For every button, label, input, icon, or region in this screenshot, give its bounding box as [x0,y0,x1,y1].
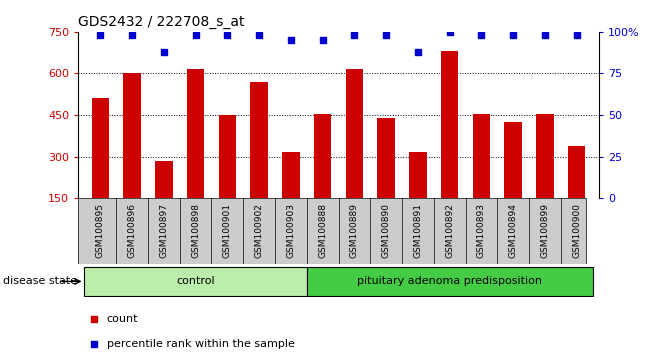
Point [508,32,518,38]
Bar [441,51,458,240]
Point [475,11,486,17]
Text: GDS2432 / 222708_s_at: GDS2432 / 222708_s_at [78,16,245,29]
Text: GSM100891: GSM100891 [413,204,422,258]
Bar [92,98,109,240]
Text: GSM100890: GSM100890 [381,204,391,258]
Text: GSM100895: GSM100895 [96,204,105,258]
Text: GSM100900: GSM100900 [572,204,581,258]
Bar [155,161,173,240]
Point [540,32,550,38]
Bar [251,82,268,240]
Text: percentile rank within the sample: percentile rank within the sample [107,339,295,349]
Text: control: control [176,276,215,286]
Text: GSM100894: GSM100894 [508,204,518,258]
Point [318,37,328,43]
Point [381,32,391,38]
Text: GSM100901: GSM100901 [223,204,232,258]
Point [475,236,486,242]
Bar [85,267,307,296]
Bar [314,114,331,240]
Point [349,32,359,38]
Bar [282,153,299,240]
Point [254,32,264,38]
Text: GSM100892: GSM100892 [445,204,454,258]
Text: pituitary adenoma predisposition: pituitary adenoma predisposition [357,276,542,286]
Text: GSM100893: GSM100893 [477,204,486,258]
Bar [505,122,522,240]
Point [445,29,455,35]
Point [413,49,423,55]
Text: GSM100903: GSM100903 [286,204,296,258]
Bar [346,69,363,240]
Text: GSM100899: GSM100899 [540,204,549,258]
Point [286,37,296,43]
Bar [536,114,553,240]
Bar [473,114,490,240]
Point [572,32,582,38]
Bar [124,74,141,240]
Bar [409,153,426,240]
Bar [307,267,592,296]
Text: count: count [107,314,138,324]
Bar [568,145,585,240]
Point [127,32,137,38]
Point [477,32,487,38]
Point [190,32,201,38]
Point [159,49,169,55]
Bar [219,115,236,240]
Text: GSM100889: GSM100889 [350,204,359,258]
Bar [378,118,395,240]
Text: GSM100896: GSM100896 [128,204,137,258]
Text: GSM100902: GSM100902 [255,204,264,258]
Text: GSM100888: GSM100888 [318,204,327,258]
Text: GSM100898: GSM100898 [191,204,200,258]
Point [95,32,105,38]
Point [222,32,232,38]
Text: disease state: disease state [3,276,77,286]
Text: GSM100897: GSM100897 [159,204,169,258]
Bar [187,69,204,240]
